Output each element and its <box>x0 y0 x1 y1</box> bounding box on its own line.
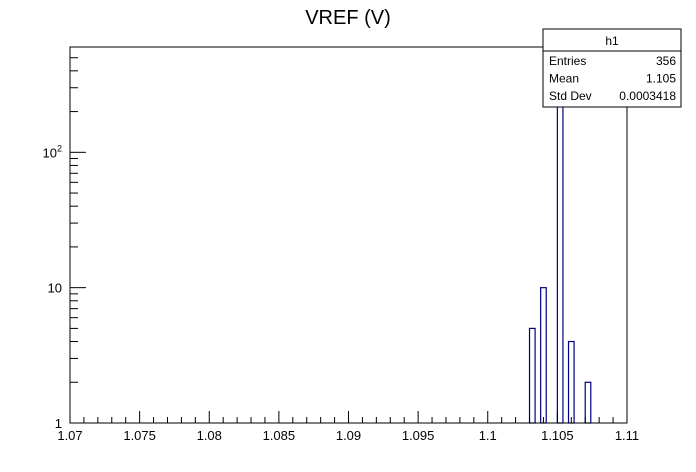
stats-row-value: 1.105 <box>646 72 676 86</box>
stats-box-frame <box>542 28 682 108</box>
chart-title: VREF (V) <box>305 7 391 29</box>
x-tick-label: 1.085 <box>263 428 296 443</box>
x-tick-label: 1.08 <box>197 428 222 443</box>
x-tick-label: 1.07 <box>57 428 82 443</box>
x-tick-label: 1.11 <box>615 428 639 443</box>
y-tick-label: 102 <box>43 143 62 160</box>
histogram-bars <box>528 81 592 424</box>
stats-box: h1 Entries 356 Mean 1.105 Std Dev 0.0003418 <box>542 28 682 108</box>
histogram-bar <box>567 340 575 424</box>
histogram-bar <box>556 81 564 424</box>
y-tick-base: 10 <box>48 281 62 296</box>
y-tick-base: 1 <box>55 416 62 431</box>
x-tick-label: 1.075 <box>123 428 156 443</box>
x-tick-label: 1.095 <box>402 428 435 443</box>
stats-row-label: Std Dev <box>549 89 592 103</box>
stats-row-label: Mean <box>549 72 579 86</box>
stats-row-value: 0.0003418 <box>619 89 676 103</box>
x-axis: 1.07 1.075 1.08 1.085 1.09 1.095 1.1 1.105 1.11 <box>57 411 639 443</box>
y-tick-label: 10 <box>48 281 62 296</box>
x-tick-label: 1.09 <box>336 428 361 443</box>
stats-row-label: Entries <box>549 54 586 68</box>
x-tick-label: 1.105 <box>541 428 574 443</box>
y-tick-label: 1 <box>55 416 62 431</box>
histogram-bar <box>540 287 547 424</box>
x-tick-label: 1.1 <box>479 428 497 443</box>
histogram-bar <box>528 327 536 424</box>
y-tick-exponent: 2 <box>57 143 62 153</box>
stats-row-value: 356 <box>656 54 676 68</box>
histogram-bar <box>584 381 592 424</box>
stats-box-name: h1 <box>605 34 619 48</box>
y-tick-base: 10 <box>43 145 57 160</box>
